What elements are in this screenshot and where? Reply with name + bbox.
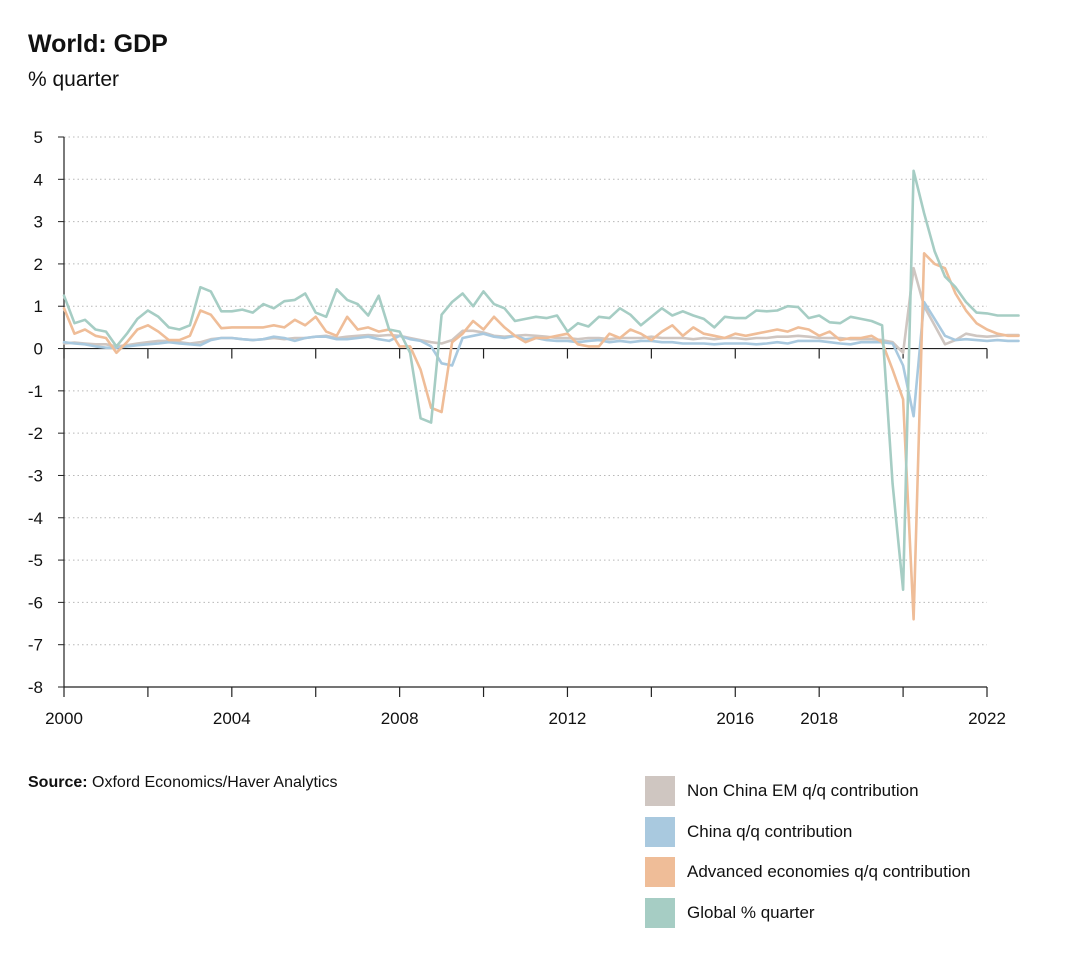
y-tick-label: 1 (34, 297, 43, 316)
chart-title: World: GDP (28, 30, 168, 58)
y-tick-label: -8 (28, 678, 43, 697)
x-tick-label: 2016 (716, 709, 754, 728)
x-tick-label: 2008 (381, 709, 419, 728)
y-tick-label: -3 (28, 466, 43, 485)
x-tick-label: 2012 (549, 709, 587, 728)
y-tick-label: 4 (34, 170, 43, 189)
legend-swatch (645, 857, 675, 887)
y-tick-label: -7 (28, 636, 43, 655)
legend-swatch (645, 897, 675, 928)
y-tick-label: -1 (28, 382, 43, 401)
x-tick-label: 2004 (213, 709, 251, 728)
legend-item-advanced-economies: Advanced economies q/q contribution (645, 857, 1065, 887)
y-tick-label: -4 (28, 509, 43, 528)
legend-swatch (645, 776, 675, 806)
y-tick-label: 2 (34, 255, 43, 274)
legend-label: Non China EM q/q contribution (687, 781, 919, 800)
legend-item-non-china-em: Non China EM q/q contribution (645, 776, 1065, 806)
legend-item-china: China q/q contribution (645, 816, 1065, 847)
series-line-2 (62, 252, 1020, 621)
chart-subtitle: % quarter (28, 68, 120, 91)
source-note: Source: Oxford Economics/Haver Analytics (28, 774, 337, 792)
x-tick-label: 2000 (45, 709, 83, 728)
series-line-1 (62, 300, 1020, 418)
source-label: Source: (28, 774, 88, 791)
legend-label: Advanced economies q/q contribution (687, 862, 971, 881)
x-tick-label: 2018 (800, 709, 838, 728)
y-tick-label: -2 (28, 424, 43, 443)
legend-swatch (645, 816, 675, 847)
legend-label: China q/q contribution (687, 821, 853, 841)
y-tick-label: -5 (28, 551, 43, 570)
y-tick-label: 0 (34, 340, 43, 359)
y-tick-label: 3 (34, 213, 43, 232)
y-tick-label: 5 (34, 128, 43, 147)
legend: Non China EM q/q contribution China q/q … (645, 776, 1065, 938)
y-tick-label: -6 (28, 593, 43, 612)
series-line-3 (62, 169, 1020, 591)
legend-item-global: Global % quarter (645, 897, 1065, 928)
legend-label: Global % quarter (687, 902, 815, 922)
source-text: Oxford Economics/Haver Analytics (92, 774, 338, 791)
x-tick-label: 2022 (968, 709, 1006, 728)
